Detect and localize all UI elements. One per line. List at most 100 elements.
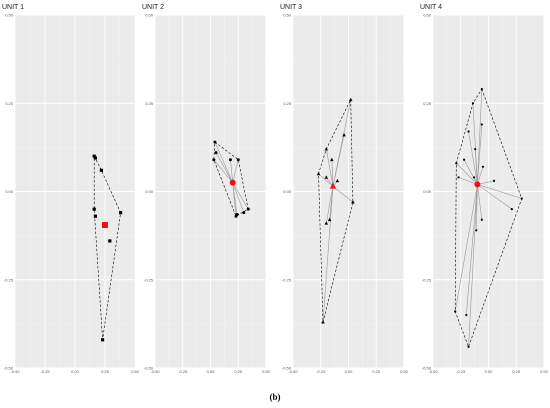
x-tick-label: 0.25 xyxy=(101,369,110,374)
spoke-line xyxy=(326,149,334,187)
panel-unit-3: UNIT 3 0.50 0.25 0.00 -0.25 -0.50-0.50 -0.25 0.… xyxy=(280,4,409,374)
y-tick-label: 0.25 xyxy=(283,101,292,106)
panel-title: UNIT 2 xyxy=(142,4,164,11)
x-tick-label: 0.50 xyxy=(540,369,549,374)
x-tick-label: 0.00 xyxy=(345,369,354,374)
y-tick-label: -0.25 xyxy=(4,277,14,282)
spoke-line xyxy=(331,159,334,187)
data-point xyxy=(330,157,334,162)
centroid-point xyxy=(474,181,481,188)
data-point xyxy=(480,123,483,126)
y-tick-label: -0.50 xyxy=(282,366,292,371)
x-tick-label: -0.50 xyxy=(288,369,298,374)
panel-unit-1: UNIT 1 0.50 0.25 0.00 -0.25 -0.50-0.50 -0.25 0.… xyxy=(2,4,140,374)
data-point xyxy=(101,338,105,342)
data-point xyxy=(480,88,483,91)
data-point xyxy=(455,162,458,165)
spoke-line xyxy=(468,184,478,347)
x-tick-label: 0.50 xyxy=(400,369,409,374)
data-point xyxy=(510,208,513,211)
x-tick-label: 0.25 xyxy=(372,369,381,374)
x-tick-label: -0.25 xyxy=(178,369,188,374)
data-point xyxy=(474,148,477,151)
figure-canvas: UNIT 10.500.250.00-0.25-0.50-0.50 -0.25 0.… xyxy=(2,4,549,374)
x-tick-label: 0.00 xyxy=(71,369,80,374)
data-point xyxy=(472,176,476,179)
data-point xyxy=(234,214,238,218)
y-tick-label: 0.00 xyxy=(145,189,154,194)
centroid-point xyxy=(229,179,236,186)
spoke-line xyxy=(230,159,233,183)
spoke-line xyxy=(232,182,245,213)
data-point xyxy=(492,179,496,183)
y-tick-label: 0.00 xyxy=(5,189,14,194)
spoke-line xyxy=(474,149,478,185)
convex-hull xyxy=(213,141,249,217)
spoke-line xyxy=(458,177,478,185)
spoke-line xyxy=(477,184,522,199)
data-point xyxy=(119,211,123,215)
centroid-point xyxy=(102,222,108,229)
y-tick-label: -0.50 xyxy=(422,366,432,371)
panel-unit-2: UNIT 2 0.50 0.25 0.00 -0.25 -0.50-0.50 -0.25 0.… xyxy=(142,4,271,374)
data-point xyxy=(471,102,475,105)
data-point xyxy=(454,310,457,313)
x-tick-label: -0.25 xyxy=(316,369,326,374)
x-tick-label: 0.50 xyxy=(131,369,140,374)
data-point xyxy=(246,207,250,211)
data-point xyxy=(465,313,468,317)
y-tick-label: -0.50 xyxy=(4,366,14,371)
y-tick-label: 0.00 xyxy=(283,189,292,194)
data-point xyxy=(327,217,332,222)
spoke-line xyxy=(232,182,249,210)
data-point xyxy=(212,158,216,162)
spoke-line xyxy=(214,141,233,183)
x-tick-label: 0.00 xyxy=(485,369,494,374)
data-point xyxy=(480,218,483,221)
data-point xyxy=(93,214,97,218)
spoke-line xyxy=(477,184,512,210)
spoke-line xyxy=(466,184,478,316)
spoke-line xyxy=(332,134,345,187)
data-point xyxy=(316,171,321,176)
spoke-line xyxy=(326,186,334,224)
x-tick-label: -0.50 xyxy=(10,369,20,374)
spoke-line xyxy=(456,163,478,185)
data-point xyxy=(99,168,103,172)
data-point xyxy=(92,207,96,211)
data-point xyxy=(324,175,329,179)
data-point xyxy=(324,221,329,225)
spoke-line xyxy=(477,89,483,185)
x-tick-label: -0.50 xyxy=(428,369,438,374)
data-point xyxy=(342,133,346,137)
y-tick-label: -0.50 xyxy=(144,366,154,371)
spoke-line xyxy=(477,124,483,185)
figure-caption: (b) xyxy=(269,392,281,402)
data-point xyxy=(520,197,523,200)
data-point xyxy=(462,158,466,161)
data-point xyxy=(321,320,325,324)
data-point xyxy=(457,176,460,179)
data-point xyxy=(213,140,217,144)
data-point xyxy=(348,97,353,102)
spoke-line xyxy=(477,166,484,185)
x-tick-label: 0.00 xyxy=(207,369,216,374)
spoke-line xyxy=(213,159,233,183)
y-tick-label: 0.50 xyxy=(5,13,14,18)
x-tick-label: -0.25 xyxy=(456,369,466,374)
spoke-line xyxy=(232,182,237,217)
x-tick-label: 0.25 xyxy=(234,369,243,374)
data-point xyxy=(108,239,112,243)
x-tick-label: -0.50 xyxy=(150,369,160,374)
data-point xyxy=(467,130,470,133)
convex-hull xyxy=(318,99,354,323)
data-point xyxy=(93,156,97,160)
spoke-line xyxy=(215,152,233,183)
y-tick-label: -0.25 xyxy=(282,277,292,282)
y-tick-label: 0.00 xyxy=(423,189,432,194)
spoke-line xyxy=(468,131,478,185)
data-point xyxy=(324,147,329,151)
y-tick-label: 0.25 xyxy=(5,101,14,106)
panel-title: UNIT 4 xyxy=(420,4,442,11)
x-tick-label: -0.25 xyxy=(40,369,50,374)
